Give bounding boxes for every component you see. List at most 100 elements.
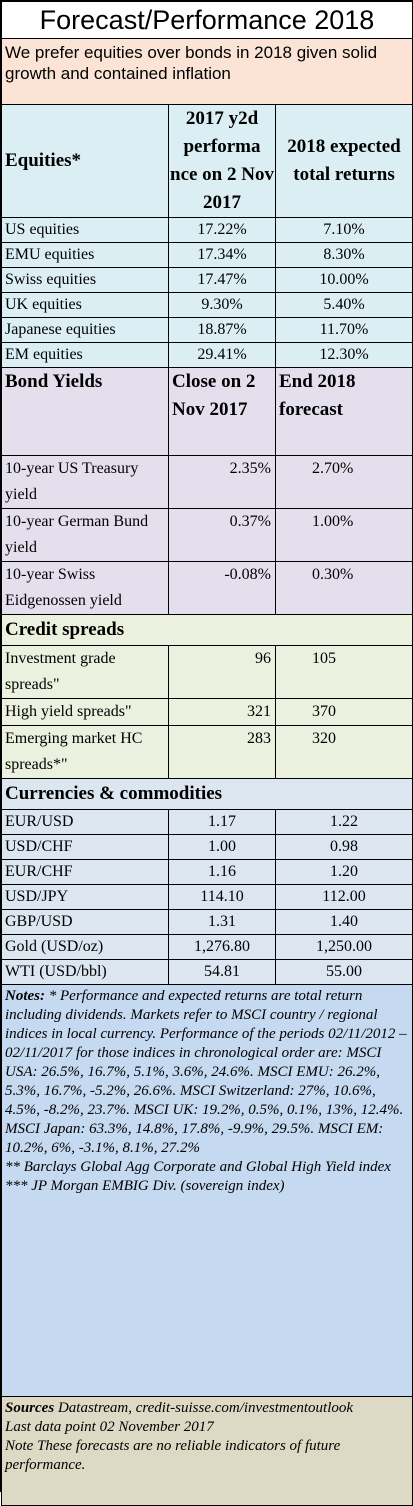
bonds-header-close: Close on 2 Nov 2017 xyxy=(168,367,276,456)
currencies-header-row: Currencies & commodities xyxy=(1,778,413,810)
bond-name-cell: 10-year US Treasury yield xyxy=(1,455,169,509)
page-title: Forecast/Performance 2018 xyxy=(1,1,413,39)
bonds-header-label: Bond Yields xyxy=(1,367,169,456)
notes-label: Notes: xyxy=(5,988,45,1004)
equities-name-cell: Japanese equities xyxy=(1,317,169,343)
notes-line2: ** Barclays Global Agg Corporate and Glo… xyxy=(5,1159,391,1175)
currency-row: Gold (USD/oz) 1,276.80 1,250.00 xyxy=(1,934,413,960)
currency-col2-cell: 0.98 xyxy=(275,834,413,860)
notes-row: Notes: * Performance and expected return… xyxy=(1,984,413,1397)
sources-text: Datastream, credit-suisse.com/investment… xyxy=(54,1400,354,1416)
currency-col2-cell: 1.40 xyxy=(275,909,413,935)
equities-col2-cell: 5.40% xyxy=(275,292,413,318)
credit-header-row: Credit spreads xyxy=(1,614,413,646)
sources-line2: Last data point 02 November 2017 xyxy=(5,1419,214,1435)
credit-col1-cell: 96 xyxy=(168,645,276,699)
equities-col2-cell: 11.70% xyxy=(275,317,413,343)
equities-header-perf: 2017 y2d performa nce on 2 Nov 2017 xyxy=(168,104,276,218)
sources-line3: Note These forecasts are no reliable ind… xyxy=(5,1438,341,1473)
currency-col1-cell: 114.10 xyxy=(168,884,276,910)
bond-name-cell: 10-year Swiss Eidgenossen yield xyxy=(1,561,169,615)
equities-name-cell: Swiss equities xyxy=(1,267,169,293)
bond-col2-cell: 2.70% xyxy=(275,455,413,509)
currency-name-cell: WTI (USD/bbl) xyxy=(1,959,169,985)
sources-cell: Sources Datastream, credit-suisse.com/in… xyxy=(1,1396,413,1506)
sources-label: Sources xyxy=(5,1400,55,1416)
credit-col2-cell: 320 xyxy=(275,725,413,779)
bond-row: 10-year Swiss Eidgenossen yield -0.08% 0.3… xyxy=(1,561,413,615)
title-row: Forecast/Performance 2018 xyxy=(1,1,413,39)
bond-name-cell: 10-year German Bund yield xyxy=(1,508,169,562)
intro-text: We prefer equities over bonds in 2018 gi… xyxy=(1,38,413,105)
credit-col1-cell: 321 xyxy=(168,698,276,726)
equities-col2-cell: 7.10% xyxy=(275,217,413,243)
equities-header-exp: 2018 expected total returns xyxy=(275,104,413,218)
equities-row: Japanese equities 18.87% 11.70% xyxy=(1,317,413,343)
currency-col1-cell: 1.00 xyxy=(168,834,276,860)
equities-col1-cell: 17.22% xyxy=(168,217,276,243)
currency-row: EUR/USD 1.17 1.22 xyxy=(1,809,413,835)
bond-col1-cell: -0.08% xyxy=(168,561,276,615)
currency-col2-cell: 1,250.00 xyxy=(275,934,413,960)
currency-name-cell: EUR/CHF xyxy=(1,859,169,885)
currency-col1-cell: 1.31 xyxy=(168,909,276,935)
credit-col2-cell: 370 xyxy=(275,698,413,726)
bond-row: 10-year German Bund yield 0.37% 1.00% xyxy=(1,508,413,562)
credit-name-cell: Emerging market HC spreads*" xyxy=(1,725,169,779)
equities-col1-cell: 17.34% xyxy=(168,242,276,268)
currency-col1-cell: 54.81 xyxy=(168,959,276,985)
bond-col1-cell: 2.35% xyxy=(168,455,276,509)
credit-name-cell: Investment grade spreads" xyxy=(1,645,169,699)
equities-header-row: Equities* 2017 y2d performa nce on 2 Nov… xyxy=(1,104,413,218)
equities-header-label: Equities* xyxy=(1,104,169,218)
credit-row: High yield spreads" 321 370 xyxy=(1,698,413,726)
currency-name-cell: USD/CHF xyxy=(1,834,169,860)
equities-name-cell: UK equities xyxy=(1,292,169,318)
currency-row: USD/JPY 114.10 112.00 xyxy=(1,884,413,910)
equities-name-cell: EM equities xyxy=(1,342,169,368)
currency-col2-cell: 112.00 xyxy=(275,884,413,910)
equities-row: UK equities 9.30% 5.40% xyxy=(1,292,413,318)
equities-row: US equities 17.22% 7.10% xyxy=(1,217,413,243)
credit-col1-cell: 283 xyxy=(168,725,276,779)
bond-col1-cell: 0.37% xyxy=(168,508,276,562)
currency-name-cell: EUR/USD xyxy=(1,809,169,835)
currency-name-cell: GBP/USD xyxy=(1,909,169,935)
equities-col1-cell: 9.30% xyxy=(168,292,276,318)
credit-row: Emerging market HC spreads*" 283 320 xyxy=(1,725,413,779)
equities-col1-cell: 18.87% xyxy=(168,317,276,343)
currencies-header: Currencies & commodities xyxy=(1,778,413,810)
currency-col1-cell: 1.16 xyxy=(168,859,276,885)
equities-row: Swiss equities 17.47% 10.00% xyxy=(1,267,413,293)
currency-col2-cell: 1.20 xyxy=(275,859,413,885)
currency-name-cell: USD/JPY xyxy=(1,884,169,910)
currency-col2-cell: 55.00 xyxy=(275,959,413,985)
equities-col2-cell: 12.30% xyxy=(275,342,413,368)
currency-col1-cell: 1.17 xyxy=(168,809,276,835)
notes-text: * Performance and expected returns are t… xyxy=(5,988,407,1156)
credit-header: Credit spreads xyxy=(1,614,413,646)
currency-col1-cell: 1,276.80 xyxy=(168,934,276,960)
sources-row: Sources Datastream, credit-suisse.com/in… xyxy=(1,1396,413,1506)
credit-row: Investment grade spreads" 96 105 xyxy=(1,645,413,699)
notes-line3: *** JP Morgan EMBIG Div. (sovereign inde… xyxy=(5,1178,285,1194)
equities-row: EM equities 29.41% 12.30% xyxy=(1,342,413,368)
intro-row: We prefer equities over bonds in 2018 gi… xyxy=(1,38,413,105)
notes-cell: Notes: * Performance and expected return… xyxy=(1,984,413,1397)
equities-col2-cell: 10.00% xyxy=(275,267,413,293)
bond-col2-cell: 1.00% xyxy=(275,508,413,562)
equities-col1-cell: 29.41% xyxy=(168,342,276,368)
currency-row: EUR/CHF 1.16 1.20 xyxy=(1,859,413,885)
credit-col2-cell: 105 xyxy=(275,645,413,699)
equities-name-cell: US equities xyxy=(1,217,169,243)
currency-row: GBP/USD 1.31 1.40 xyxy=(1,909,413,935)
equities-row: EMU equities 17.34% 8.30% xyxy=(1,242,413,268)
bond-row: 10-year US Treasury yield 2.35% 2.70% xyxy=(1,455,413,509)
bond-col2-cell: 0.30% xyxy=(275,561,413,615)
currency-row: WTI (USD/bbl) 54.81 55.00 xyxy=(1,959,413,985)
bonds-header-row: Bond Yields Close on 2 Nov 2017 End 2018… xyxy=(1,367,413,456)
equities-name-cell: EMU equities xyxy=(1,242,169,268)
equities-col1-cell: 17.47% xyxy=(168,267,276,293)
